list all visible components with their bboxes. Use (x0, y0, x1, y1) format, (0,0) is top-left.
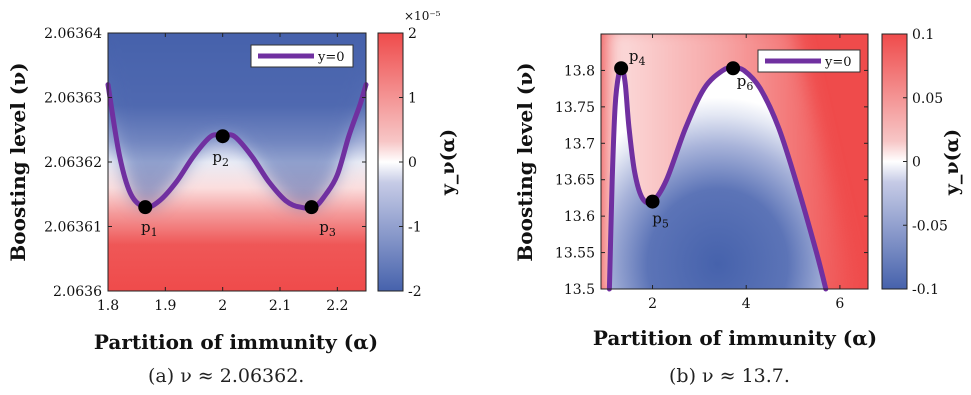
colorbar-tick-label: -0.05 (912, 218, 948, 234)
y-tick-label: 13.75 (555, 100, 595, 116)
colorbar-tick-label: 2 (408, 26, 417, 42)
panel-a-colorbar-label: y_ν(α) (437, 129, 459, 196)
colorbar-tick-label: 0 (912, 155, 921, 171)
panel-b-xlabel: Partition of immunity (α) (593, 326, 877, 350)
x-tick-label: 6 (835, 296, 844, 312)
panel-b-ticks: 2 4 6 13.5 13.55 13.6 13.65 13.7 13.75 13.8 (555, 34, 868, 312)
panel-b-legend-label: y=0 (824, 55, 852, 70)
panel-a-legend-label: y=0 (317, 50, 345, 65)
colorbar-tick-label: -2 (408, 284, 422, 300)
critical-point-p3 (304, 200, 319, 215)
colorbar-tick-label: 0 (408, 155, 417, 171)
y-tick-label: 2.06363 (44, 91, 102, 107)
panel-b-colorbar-label: y_ν(α) (941, 129, 963, 196)
panel-b-caption: (b) ν ≈ 13.7. (669, 365, 790, 387)
y-tick-label: 13.7 (564, 136, 595, 152)
y-tick-label: 13.65 (555, 173, 595, 189)
critical-point-p2 (215, 129, 230, 144)
y-tick-label: 2.06364 (44, 26, 102, 42)
critical-point-p1 (138, 200, 153, 215)
colorbar-tick-label: 0.1 (912, 27, 934, 43)
x-tick-label: 2.1 (269, 298, 291, 314)
colorbar-tick-label: -1 (408, 220, 422, 236)
x-tick-label: 2 (648, 296, 657, 312)
y-tick-label: 13.55 (555, 246, 595, 262)
colorbar-tick-label: 0.05 (912, 91, 943, 107)
panel-b-ylabel: Boosting level (ν) (513, 62, 537, 261)
x-tick-label: 1.9 (154, 298, 176, 314)
critical-point-p4 (614, 61, 629, 76)
colorbar-tick-label: 1 (408, 91, 417, 107)
y-tick-label: 13.6 (564, 209, 595, 225)
panel-a-caption: (a) ν ≈ 2.06362. (148, 365, 305, 387)
x-tick-label: 1.8 (97, 298, 119, 314)
y-tick-label: 13.8 (564, 63, 595, 79)
y-tick-label: 2.0636 (53, 284, 102, 300)
y-tick-label: 13.5 (564, 282, 595, 298)
y-tick-label: 2.06362 (44, 155, 102, 171)
panel-a-colorbar: 2 1 0 -1 -2 ×10⁻⁵ y_ν(α) (377, 9, 459, 300)
critical-point-p5 (645, 194, 660, 209)
panel-b-colorbar: 0.1 0.05 0 -0.05 -0.1 y_ν(α) (881, 27, 963, 298)
panel-a-colorbar-multiplier: ×10⁻⁵ (404, 9, 441, 23)
x-tick-label: 4 (742, 296, 751, 312)
colorbar-tick-label: -0.1 (912, 282, 939, 298)
y-tick-label: 2.06361 (44, 220, 102, 236)
panel-b-frame (600, 33, 869, 290)
critical-point-p6 (726, 61, 741, 76)
panel-a-xlabel: Partition of immunity (α) (94, 330, 378, 354)
x-tick-label: 2.2 (326, 298, 348, 314)
panel-a-legend: y=0 (250, 44, 354, 68)
panel-a-heatmap (108, 33, 366, 291)
panel-a-ticks: 1.8 1.9 2 2.1 2.2 2.0636 2.06361 2.06362 2.06363… (44, 26, 366, 314)
x-tick-label: 2 (218, 298, 227, 314)
panel-a-ylabel: Boosting level (ν) (6, 62, 30, 261)
panel-b-legend: y=0 (757, 49, 861, 73)
panel-b-heatmap (601, 34, 868, 289)
